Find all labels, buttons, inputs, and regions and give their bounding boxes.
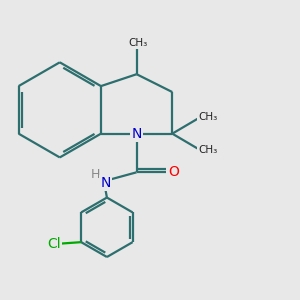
Text: O: O (168, 165, 179, 179)
Text: CH₃: CH₃ (198, 145, 218, 155)
Text: CH₃: CH₃ (128, 38, 148, 48)
Text: N: N (131, 127, 142, 141)
Text: H: H (91, 168, 100, 181)
Text: Cl: Cl (47, 237, 61, 250)
Text: CH₃: CH₃ (198, 112, 218, 122)
Text: N: N (100, 176, 111, 190)
